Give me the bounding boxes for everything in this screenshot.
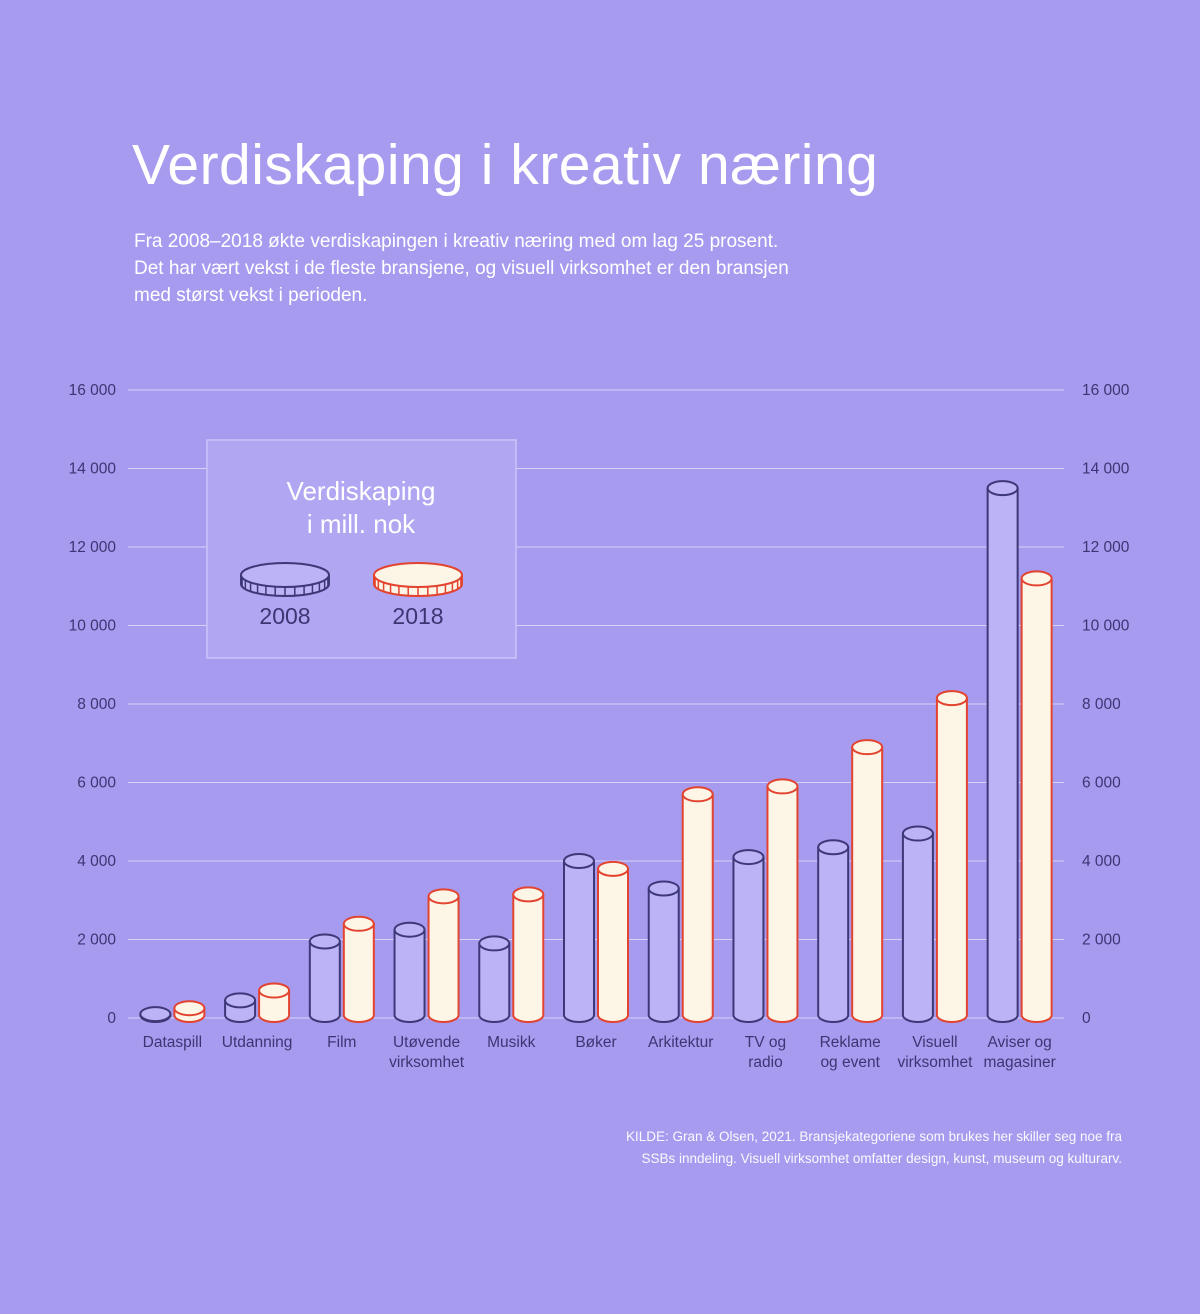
- bar-2018-7: [766, 778, 799, 1023]
- category-label: Utøvende virksomhet: [389, 1034, 465, 1071]
- bar-2018-4: [512, 886, 545, 1023]
- y-axis-label-left: 6 000: [77, 775, 116, 792]
- y-axis-labels: 0 0 2 000 2 000 4 000 4 000 6 000 6 000 8 000 8 0…: [69, 382, 1130, 1027]
- bar-2008-5: [563, 853, 595, 1023]
- bar-2008-6: [647, 880, 680, 1023]
- bar-2008-3: [393, 921, 426, 1023]
- category-labels: Dataspill Utdanning Film Utøvende virksomhet…: [143, 1034, 1056, 1071]
- bar-2018-10: [1020, 570, 1053, 1023]
- y-axis-label-right: 10 000: [1082, 618, 1130, 635]
- category-label: Visuell virksomhet: [897, 1034, 973, 1071]
- bar-2018-5: [597, 860, 629, 1023]
- bar-2008-10: [986, 480, 1019, 1023]
- bar-2018-9: [935, 690, 968, 1023]
- bar-2008-4: [478, 935, 511, 1023]
- y-axis-label-right: 0: [1082, 1010, 1091, 1027]
- y-axis-label-left: 10 000: [69, 618, 117, 635]
- y-axis-label-right: 14 000: [1082, 461, 1130, 478]
- bar-2018-1: [258, 982, 291, 1023]
- category-label: Reklame og event: [820, 1034, 881, 1071]
- category-label: Utdanning: [222, 1034, 293, 1051]
- legend-year-2008: 2008: [259, 603, 310, 629]
- bar-2018-6: [681, 786, 714, 1023]
- page-title: Verdiskaping i kreativ næring: [132, 133, 879, 197]
- category-label: Bøker: [575, 1034, 616, 1051]
- y-axis-label-right: 8 000: [1082, 696, 1121, 713]
- bar-2008-8: [817, 839, 850, 1023]
- legend-title-line1: Verdiskaping: [287, 476, 436, 506]
- category-label: Arkitektur: [648, 1034, 713, 1051]
- bar-2018-2: [342, 915, 375, 1023]
- category-label: Film: [327, 1034, 356, 1051]
- coin-2018-icon: [373, 562, 463, 597]
- category-label: Musikk: [487, 1034, 535, 1051]
- bar-2018-0: [173, 1000, 206, 1023]
- source-note: KILDE: Gran & Olsen, 2021. Bransjekatego…: [626, 1129, 1122, 1166]
- y-axis-label-right: 12 000: [1082, 539, 1130, 556]
- y-axis-label-left: 0: [107, 1010, 116, 1027]
- legend-title-line2: i mill. nok: [307, 509, 416, 539]
- bar-2008-2: [308, 933, 341, 1023]
- legend-box: [206, 439, 517, 659]
- category-label: Aviser og magasiner: [983, 1034, 1055, 1071]
- legend-year-2018: 2018: [392, 603, 443, 629]
- y-axis-label-left: 16 000: [69, 382, 117, 399]
- y-axis-label-right: 2 000: [1082, 932, 1121, 949]
- bar-2018-3: [427, 888, 460, 1023]
- legend: Verdiskaping i mill. nok 2008 2018: [206, 439, 517, 659]
- y-axis-label-right: 4 000: [1082, 853, 1121, 870]
- y-axis-label-left: 2 000: [77, 932, 116, 949]
- y-axis-label-left: 8 000: [77, 696, 116, 713]
- bar-2008-7: [732, 849, 765, 1023]
- category-label: Dataspill: [143, 1034, 202, 1051]
- bars: [139, 480, 1053, 1023]
- y-axis-label-left: 12 000: [69, 539, 117, 556]
- coin-2008-icon: [240, 562, 330, 597]
- y-axis-label-left: 14 000: [69, 461, 117, 478]
- y-axis-label-left: 4 000: [77, 853, 116, 870]
- bar-2008-9: [901, 825, 934, 1023]
- chart-subtitle: Fra 2008–2018 økte verdiskapingen i krea…: [134, 231, 789, 307]
- y-axis-label-right: 6 000: [1082, 775, 1121, 792]
- bar-2008-0: [139, 1006, 172, 1023]
- bar-2018-8: [851, 739, 884, 1023]
- y-axis-label-right: 16 000: [1082, 382, 1130, 399]
- category-label: TV og radio: [745, 1034, 786, 1071]
- bar-2008-1: [224, 992, 257, 1023]
